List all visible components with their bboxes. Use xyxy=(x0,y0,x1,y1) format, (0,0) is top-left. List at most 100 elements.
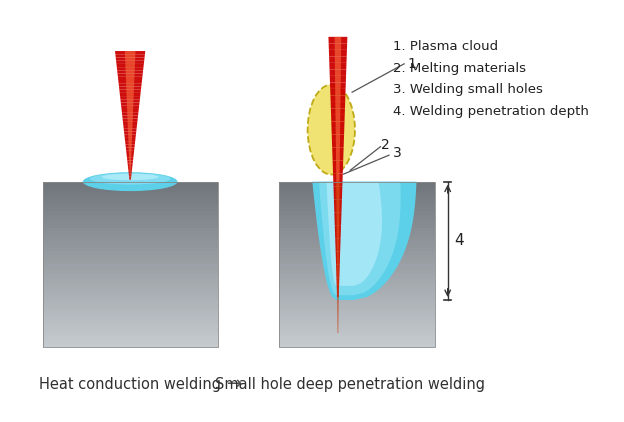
Bar xyxy=(42,331,218,334)
Bar xyxy=(279,251,436,254)
Polygon shape xyxy=(115,54,145,57)
Polygon shape xyxy=(129,141,132,144)
Polygon shape xyxy=(334,37,341,43)
Polygon shape xyxy=(128,164,133,167)
Polygon shape xyxy=(122,115,138,119)
Bar xyxy=(279,301,436,304)
Bar xyxy=(279,278,436,281)
Bar xyxy=(279,284,436,288)
Polygon shape xyxy=(334,50,341,57)
Bar xyxy=(42,248,218,251)
Polygon shape xyxy=(129,173,132,176)
Bar xyxy=(279,331,436,334)
Polygon shape xyxy=(334,206,342,213)
Bar xyxy=(42,205,218,208)
Polygon shape xyxy=(336,278,339,284)
Polygon shape xyxy=(330,89,346,95)
Polygon shape xyxy=(335,102,341,108)
Bar xyxy=(42,281,218,284)
Bar xyxy=(279,334,436,337)
Text: 2. Melting materials: 2. Melting materials xyxy=(392,62,526,75)
Polygon shape xyxy=(333,187,343,193)
Bar xyxy=(42,284,218,288)
Polygon shape xyxy=(125,141,135,144)
Polygon shape xyxy=(336,180,339,187)
Bar xyxy=(279,241,436,245)
Polygon shape xyxy=(127,103,134,106)
Polygon shape xyxy=(337,219,339,225)
Text: 4. Welding penetration depth: 4. Welding penetration depth xyxy=(392,105,588,118)
Polygon shape xyxy=(126,77,134,80)
Polygon shape xyxy=(331,115,344,122)
Polygon shape xyxy=(124,132,136,135)
Polygon shape xyxy=(120,96,140,99)
Bar xyxy=(279,311,436,314)
Bar xyxy=(42,192,218,195)
Bar xyxy=(42,261,218,265)
Polygon shape xyxy=(129,176,131,180)
Polygon shape xyxy=(121,106,139,109)
Polygon shape xyxy=(129,148,132,151)
Polygon shape xyxy=(335,225,341,232)
Polygon shape xyxy=(332,141,344,147)
Polygon shape xyxy=(122,119,138,122)
Bar xyxy=(42,202,218,205)
Polygon shape xyxy=(120,99,140,103)
Polygon shape xyxy=(333,173,343,180)
Polygon shape xyxy=(129,157,131,160)
Polygon shape xyxy=(336,154,340,160)
Bar xyxy=(42,317,218,321)
Bar xyxy=(279,317,436,321)
Bar xyxy=(279,202,436,205)
Bar xyxy=(279,261,436,265)
Polygon shape xyxy=(336,141,340,147)
Polygon shape xyxy=(129,138,132,141)
Bar xyxy=(279,205,436,208)
Bar xyxy=(42,344,218,347)
Polygon shape xyxy=(336,200,339,206)
Polygon shape xyxy=(329,50,347,57)
Polygon shape xyxy=(125,70,135,73)
Bar xyxy=(279,321,436,324)
Bar xyxy=(279,235,436,238)
Polygon shape xyxy=(336,245,340,252)
Polygon shape xyxy=(330,82,346,89)
Bar xyxy=(279,294,436,298)
Polygon shape xyxy=(127,89,134,93)
Polygon shape xyxy=(125,51,135,54)
Polygon shape xyxy=(127,115,133,119)
Bar xyxy=(279,268,436,271)
Polygon shape xyxy=(337,238,339,245)
Polygon shape xyxy=(126,148,134,151)
Polygon shape xyxy=(330,95,346,102)
Polygon shape xyxy=(335,232,341,238)
Polygon shape xyxy=(336,187,339,193)
Polygon shape xyxy=(336,265,339,271)
Polygon shape xyxy=(127,96,134,99)
Bar xyxy=(279,281,436,284)
Polygon shape xyxy=(336,135,340,141)
Polygon shape xyxy=(130,170,131,173)
Polygon shape xyxy=(128,132,132,135)
Polygon shape xyxy=(128,135,132,138)
Polygon shape xyxy=(127,119,133,122)
Polygon shape xyxy=(125,57,135,61)
Bar xyxy=(42,274,218,278)
Polygon shape xyxy=(125,138,135,141)
Polygon shape xyxy=(119,89,141,93)
Bar xyxy=(42,341,218,344)
Polygon shape xyxy=(334,43,341,50)
Bar xyxy=(42,271,218,274)
Ellipse shape xyxy=(90,173,170,184)
Bar xyxy=(42,218,218,222)
Bar xyxy=(279,211,436,215)
Polygon shape xyxy=(313,181,416,300)
Polygon shape xyxy=(335,238,341,245)
Bar xyxy=(279,218,436,222)
Bar xyxy=(42,245,218,248)
Polygon shape xyxy=(125,67,135,70)
Bar xyxy=(279,341,436,344)
Bar xyxy=(279,258,436,261)
Polygon shape xyxy=(127,154,134,157)
Bar xyxy=(42,278,218,281)
